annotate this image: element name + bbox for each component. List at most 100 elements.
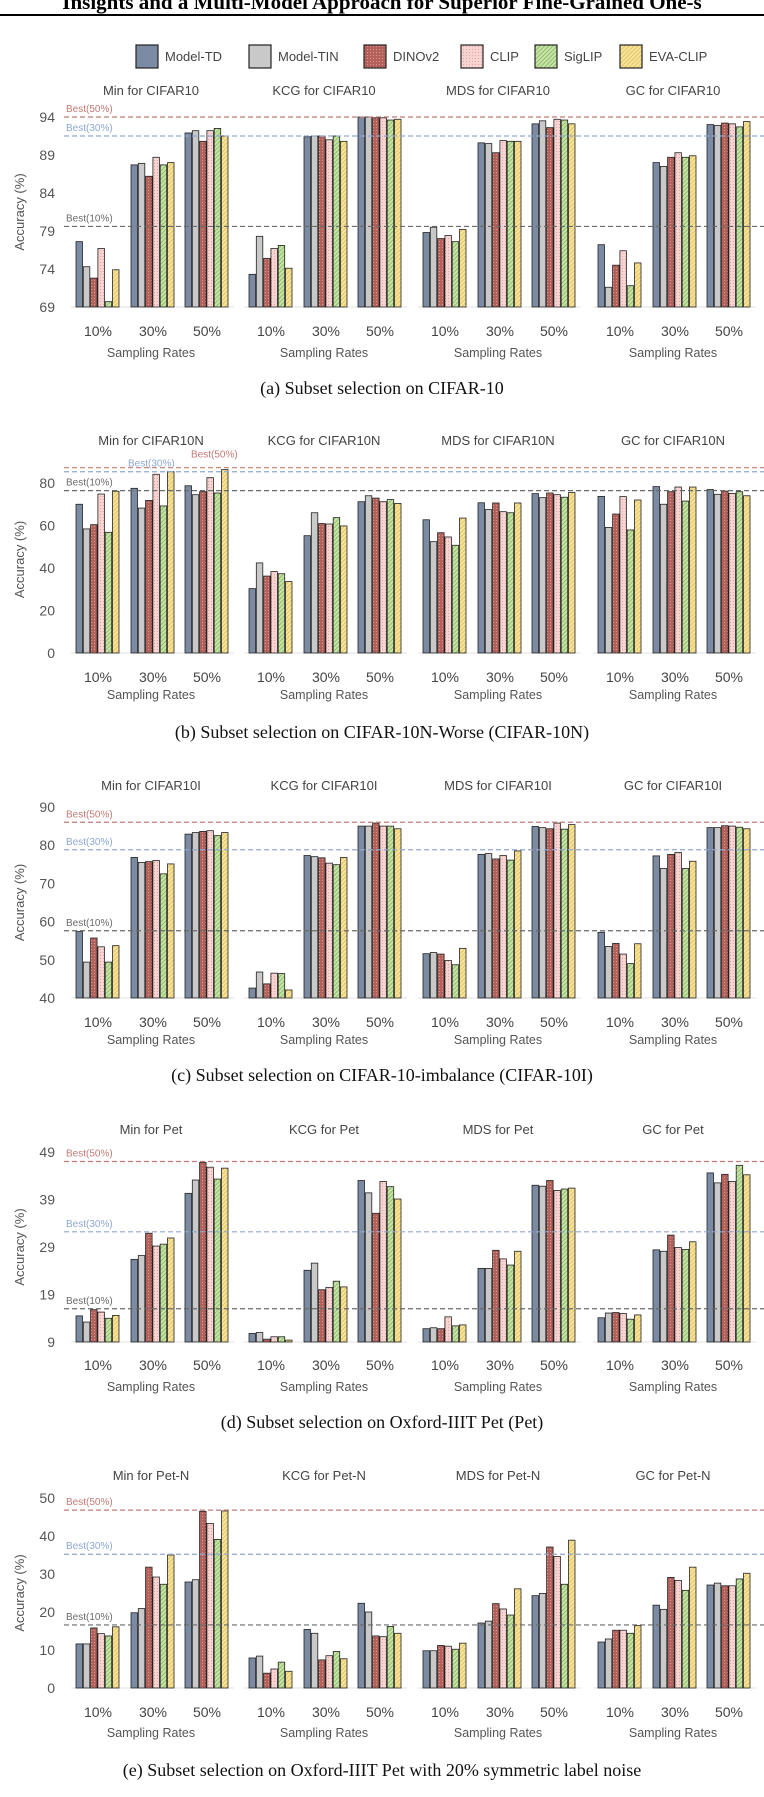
bar-model-td-10pct (597, 244, 605, 308)
bar-eva-clip-30pct (167, 1237, 175, 1343)
bar-model-td-10pct (422, 232, 430, 308)
x-tick-label: 30% (139, 323, 167, 339)
bar-dinov2-50pct (372, 497, 380, 654)
bar-model-td-50pct (357, 825, 365, 999)
y-tick-label: 40 (39, 990, 55, 1006)
bar-dinov2-30pct (145, 500, 153, 654)
bar-siglip-50pct (213, 1178, 222, 1343)
bar-eva-clip-50pct (743, 121, 751, 308)
bar-model-tin-10pct (82, 528, 91, 654)
bar-model-tin-10pct (82, 1643, 91, 1689)
best-line-label: Best(50%) (66, 1149, 113, 1160)
bar-model-tin-30pct (484, 143, 493, 308)
bar-siglip-50pct (560, 1188, 569, 1343)
bar-eva-clip-10pct (285, 1670, 293, 1689)
bar-dinov2-10pct (263, 257, 271, 308)
bar-eva-clip-50pct (568, 492, 576, 654)
subfigure-caption: (c) Subset selection on CIFAR-10-imbalan… (171, 1065, 593, 1086)
bar-eva-clip-50pct (394, 828, 402, 999)
bar-eva-clip-50pct (221, 1167, 229, 1343)
x-tick-label: 10% (84, 1704, 112, 1720)
bar-dinov2-30pct (492, 858, 500, 999)
bar-eva-clip-50pct (221, 135, 229, 308)
x-axis-label: Sampling Rates (280, 688, 368, 702)
panel-4: GC for Pet-N 10% 30% 50% Sampling Rates (593, 1468, 756, 1740)
panel-title: MDS for Pet (463, 1122, 534, 1137)
x-tick-label: 30% (139, 1357, 167, 1373)
x-tick-label: 30% (486, 1704, 514, 1720)
bar-siglip-10pct (104, 1635, 113, 1689)
best-line-label: Best(30%) (66, 1541, 113, 1552)
x-axis-label: Sampling Rates (454, 1033, 542, 1047)
bar-dinov2-10pct (612, 1629, 620, 1689)
bar-siglip-50pct (735, 126, 744, 308)
bar-model-tin-10pct (429, 1327, 438, 1343)
bar-eva-clip-50pct (394, 118, 402, 308)
bar-siglip-30pct (506, 140, 515, 308)
bar-clip-30pct (152, 1245, 160, 1343)
bar-dinov2-30pct (318, 135, 326, 308)
bar-siglip-10pct (451, 544, 460, 654)
bar-model-tin-50pct (364, 825, 373, 999)
bar-eva-clip-10pct (459, 517, 467, 654)
x-tick-label: 30% (486, 1014, 514, 1030)
x-tick-label: 30% (486, 1357, 514, 1373)
bar-dinov2-30pct (145, 1232, 153, 1343)
panel-3: MDS for CIFAR10N 10% 30% 50% Sampling Rates (418, 433, 581, 702)
bar-clip-30pct (674, 152, 682, 308)
y-tick-label: 69 (39, 299, 55, 315)
bar-model-td-50pct (706, 827, 714, 999)
y-tick-label: 40 (39, 1528, 55, 1544)
bar-clip-50pct (206, 1166, 214, 1343)
x-tick-label: 50% (193, 1357, 221, 1373)
subfigure-caption: (b) Subset selection on CIFAR-10N-Worse … (175, 722, 589, 743)
x-tick-label: 10% (606, 669, 634, 685)
bar-model-tin-10pct (604, 1638, 613, 1689)
x-tick-label: 30% (661, 1014, 689, 1030)
bar-clip-30pct (499, 1258, 507, 1343)
bar-model-tin-50pct (191, 494, 200, 654)
bar-model-td-50pct (184, 132, 192, 308)
y-tick-label: 50 (39, 1490, 55, 1506)
best-line-label: Best(30%) (66, 837, 113, 848)
bar-eva-clip-10pct (112, 269, 120, 308)
x-tick-label: 10% (257, 1704, 285, 1720)
bar-model-tin-30pct (659, 868, 668, 999)
bar-dinov2-50pct (372, 1635, 380, 1689)
bar-model-tin-50pct (713, 493, 722, 654)
bar-dinov2-10pct (90, 277, 98, 308)
bar-dinov2-30pct (318, 1289, 326, 1343)
bar-siglip-50pct (386, 1626, 395, 1689)
chart-row-1: Accuracy (%) 69 74 79 84 89 94 Min for CIFAR10 1… (12, 83, 764, 399)
bar-model-td-10pct (248, 1657, 256, 1689)
bar-dinov2-30pct (145, 1566, 153, 1689)
panel-title: MDS for CIFAR10N (441, 433, 554, 448)
bar-siglip-30pct (159, 1583, 168, 1689)
panel-1: Min for Pet 10% 30% 50% Sampling Rates (71, 1122, 234, 1394)
bar-clip-10pct (270, 1668, 278, 1689)
bar-siglip-30pct (681, 868, 690, 999)
bar-eva-clip-10pct (634, 1625, 642, 1689)
bar-clip-10pct (97, 248, 105, 308)
bar-clip-50pct (553, 1190, 561, 1343)
bar-siglip-30pct (159, 873, 168, 999)
bar-clip-10pct (97, 1633, 105, 1689)
bar-clip-30pct (325, 523, 333, 654)
bar-eva-clip-10pct (285, 1339, 293, 1343)
bar-model-td-30pct (130, 487, 138, 654)
bar-model-tin-50pct (538, 1592, 547, 1689)
panel-2: KCG for Pet-N 10% 30% 50% Sampling Rates (244, 1468, 407, 1740)
panel-title: GC for Pet-N (635, 1468, 710, 1483)
best-line-label: Best(30%) (66, 1219, 113, 1230)
bar-model-td-30pct (477, 142, 485, 308)
bar-clip-10pct (97, 946, 105, 999)
bar-model-td-50pct (357, 116, 365, 308)
bar-dinov2-50pct (546, 492, 554, 654)
bar-model-tin-30pct (137, 1608, 146, 1689)
bar-eva-clip-30pct (340, 140, 348, 308)
bar-siglip-10pct (277, 973, 286, 999)
y-tick-label: 80 (39, 475, 55, 491)
bar-dinov2-10pct (90, 937, 98, 999)
panel-title: Min for Pet (120, 1122, 183, 1137)
bar-siglip-50pct (386, 1186, 395, 1343)
